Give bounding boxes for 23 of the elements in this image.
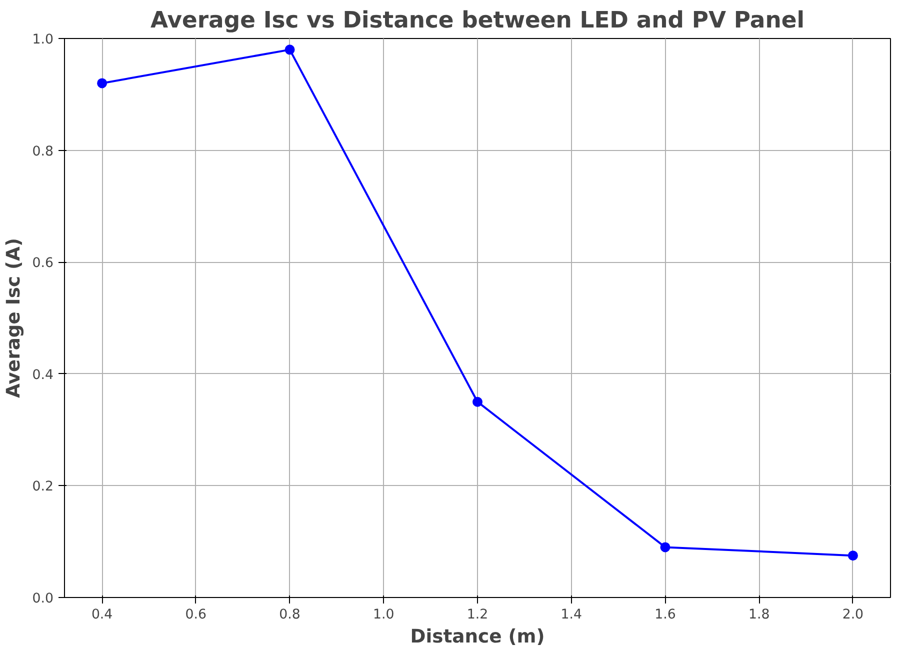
point xyxy=(660,542,670,552)
x-tick-label: 1.4 xyxy=(560,608,582,622)
point xyxy=(97,78,108,88)
point xyxy=(848,550,858,561)
x-tick-label: 1.6 xyxy=(654,608,676,622)
point xyxy=(472,396,482,407)
x-tick-label: 0.6 xyxy=(185,608,207,622)
x-tick-label: 1.0 xyxy=(373,608,394,622)
x-axis-title: Distance (m) xyxy=(410,626,545,648)
y-tick-label: 0.6 xyxy=(32,256,54,272)
y-tick-label: 0.4 xyxy=(32,368,54,383)
y-axis-title: Average Isc (A) xyxy=(3,238,24,398)
x-tick-label: 0.8 xyxy=(279,608,300,622)
x-tick-label: 1.2 xyxy=(466,608,488,622)
y-tick-label: 0.0 xyxy=(32,592,54,606)
y-tick-label: 0.8 xyxy=(32,144,54,160)
y-tick-label: 0.2 xyxy=(32,480,54,495)
chart-title: Average Isc vs Distance between LED and PV Panel xyxy=(150,8,804,34)
y-tick-label: 1.0 xyxy=(32,32,54,48)
point xyxy=(284,44,295,55)
x-tick-label: 0.4 xyxy=(91,608,113,622)
x-tick-label: 2.0 xyxy=(842,608,864,622)
x-tick-label: 1.8 xyxy=(748,608,770,622)
